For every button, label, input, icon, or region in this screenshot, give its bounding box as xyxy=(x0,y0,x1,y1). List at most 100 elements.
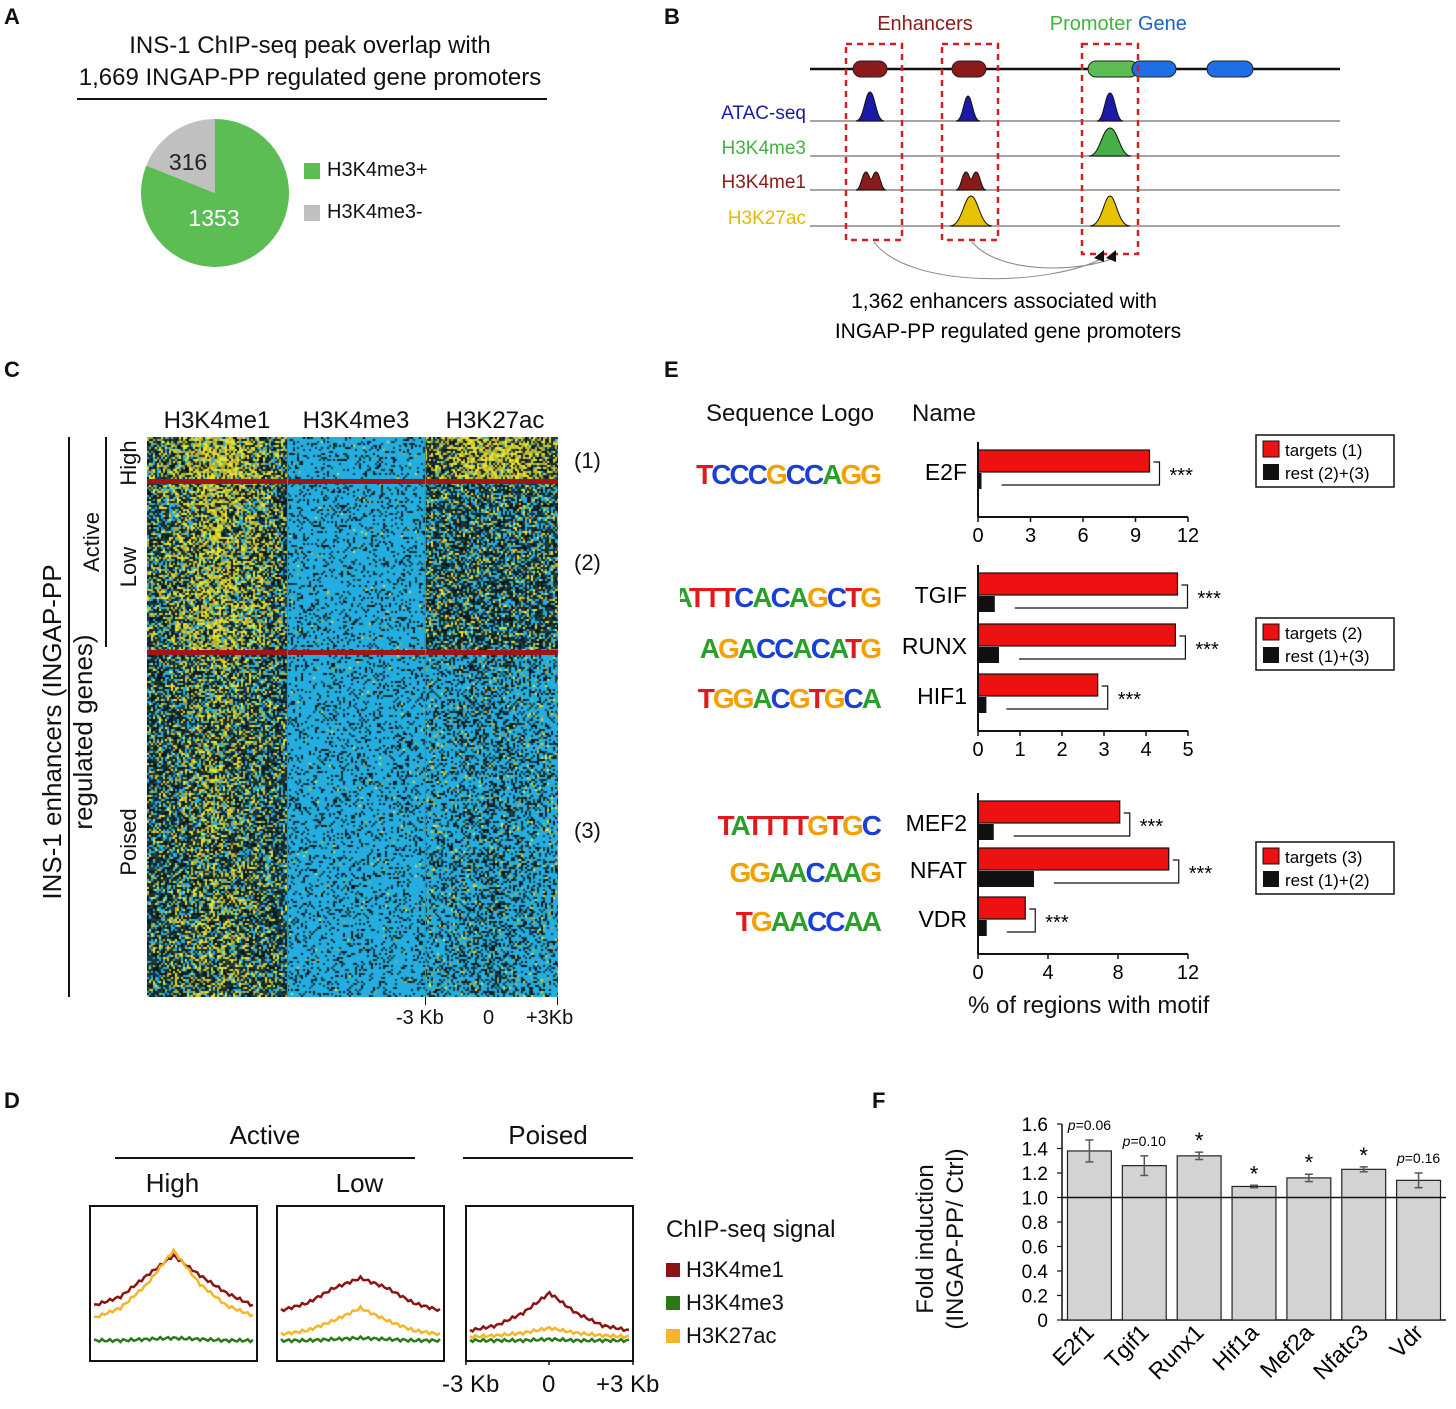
profile-box-high xyxy=(89,1205,258,1362)
fold-category-nfatc3: Nfatc3 xyxy=(1308,1319,1373,1384)
peak-atac-enh2 xyxy=(955,95,981,122)
fold-category-hif1a: Hif1a xyxy=(1207,1319,1263,1375)
motif-tick-label: 4 xyxy=(1140,739,1151,761)
peak-atac-promoter xyxy=(1096,92,1124,122)
cluster-label-1: (1) xyxy=(574,448,601,473)
motif-logo-runx: AGACCACATG xyxy=(700,633,881,664)
motif-name-e2f: E2F xyxy=(925,459,967,485)
motif-tick-label: 6 xyxy=(1077,525,1088,547)
motif-bar-targets-hif1 xyxy=(977,673,1099,697)
motif-sig-bracket-nfat xyxy=(1054,859,1180,884)
motif-legend-rest: rest (2)+(3) xyxy=(1285,464,1370,483)
motif-legend-targets: targets (3) xyxy=(1285,848,1362,867)
association-arc-2 xyxy=(971,241,1115,269)
profile-active-underline xyxy=(115,1157,415,1159)
motif-sig-bracket-runx xyxy=(1019,635,1186,660)
motif-name-runx: RUNX xyxy=(902,633,967,659)
profile-line-active-high-h3k4me3 xyxy=(93,1335,254,1344)
motif-tick-label: 0 xyxy=(972,739,983,761)
motif-seq-logo-header: Sequence Logo xyxy=(706,400,875,427)
fold-y-label-line2: (INGAP-PP/ Ctrl) xyxy=(942,1148,969,1330)
fold-y-tick-label: 0.4 xyxy=(1022,1262,1049,1283)
motif-tick-label: 4 xyxy=(1042,962,1053,984)
motif-name-mef2: MEF2 xyxy=(906,810,967,836)
panel-a-title-underline xyxy=(77,98,547,100)
motif-legend-3: targets (3) rest (1)+(2) xyxy=(1255,841,1395,895)
motif-bar-targets-runx xyxy=(977,623,1176,647)
profile-legend-h3k4me1: H3K4me1 xyxy=(686,1257,784,1282)
promoter-label: Promoter xyxy=(1050,13,1133,35)
motif-sig-bracket-hif1 xyxy=(1006,685,1109,710)
panel-label-d: D xyxy=(4,1088,20,1113)
heatmap-xtick-plus3: +3Kb xyxy=(526,1007,574,1029)
motif-tick-label: 12 xyxy=(1177,525,1199,547)
profile-active-label: Active xyxy=(229,1120,301,1150)
peak-h3k4me1-enh1 xyxy=(855,171,887,191)
motif-logo-tgif: ATTTCACAGCTG xyxy=(680,582,881,613)
motif-legend-rest: rest (1)+(2) xyxy=(1285,871,1370,890)
panel-b-caption-line1: 1,362 enhancers associated with xyxy=(851,290,1157,313)
motif-tick-label: 3 xyxy=(1025,525,1036,547)
profile-legend-h3k4me3: H3K4me3 xyxy=(686,1290,784,1315)
heatmap-tick-left xyxy=(425,997,426,1005)
motif-group-1: TCCCGCCAGG E2F *** 0 3 6 9 12 targets (1) rest (2… xyxy=(696,434,1395,547)
panel-label-c: C xyxy=(4,357,20,382)
legend-label-h3k4me3-pos: H3K4me3+ xyxy=(327,159,428,181)
heatmap-col-h3k4me3: H3K4me3 xyxy=(302,407,410,434)
profile-line-active-high-h3k4me1 xyxy=(93,1252,254,1308)
cluster-divider-1 xyxy=(147,479,558,484)
legend-swatch-h3k4me3-pos xyxy=(304,163,320,179)
fold-y-tick-label: 1.2 xyxy=(1022,1164,1048,1185)
enhancer-element-2 xyxy=(951,60,987,78)
motif-sig-vdr: *** xyxy=(1045,912,1069,934)
panel-b-caption-line2: INGAP-PP regulated gene promoters xyxy=(835,320,1181,343)
profile-xtick-0: 0 xyxy=(542,1371,556,1398)
motif-bar-rest-mef2 xyxy=(978,824,994,840)
motif-sig-hif1: *** xyxy=(1118,689,1142,711)
panel-a-pie-chart: 316 1353 xyxy=(140,119,289,267)
motif-tick-label: 8 xyxy=(1112,962,1123,984)
pie-label-h3k4me3-neg: 316 xyxy=(169,149,207,175)
panel-a-title-line1: INS-1 ChIP-seq peak overlap with xyxy=(129,32,491,59)
panel-label-a: A xyxy=(4,4,20,29)
arrowhead-2 xyxy=(1106,250,1116,262)
fold-annotation-nfatc3: * xyxy=(1359,1143,1368,1168)
motif-bar-targets-vdr xyxy=(977,896,1026,920)
motif-bar-rest-e2f xyxy=(978,473,982,489)
fold-y-tick-label: 0.2 xyxy=(1022,1287,1048,1308)
motif-tick-label: 12 xyxy=(1177,962,1199,984)
cluster-divider-2 xyxy=(147,650,558,655)
heatmap-xtick-minus3: -3 Kb xyxy=(396,1007,444,1029)
fold-y-tick-label: 0 xyxy=(1037,1311,1048,1332)
motif-name-vdr: VDR xyxy=(918,906,967,932)
motif-name-hif1: HIF1 xyxy=(917,683,967,709)
profile-legend-swatch-h3k4me3 xyxy=(666,1296,680,1310)
panel-f-barchart: 0 0.2 0.4 0.6 0.8 1.0 1.2 1.4 1.6 p=0.06 E2f1 p=0.1… xyxy=(1022,1115,1446,1385)
cluster-label-3: (3) xyxy=(574,818,601,843)
fold-annotation-tgif1: p=0.10 xyxy=(1122,1133,1166,1149)
motif-tick-label: 3 xyxy=(1098,739,1109,761)
legend-label-h3k4me3-neg: H3K4me3- xyxy=(327,201,423,223)
heatmap-xtick-0: 0 xyxy=(483,1007,495,1029)
profile-poised-underline xyxy=(463,1157,633,1159)
motif-bar-rest-hif1 xyxy=(978,697,987,713)
profile-line-active-low-h3k27ac xyxy=(280,1304,441,1337)
fold-annotation-vdr: p=0.16 xyxy=(1396,1150,1440,1166)
motif-legend-targets: targets (2) xyxy=(1285,624,1362,643)
motif-bar-targets-nfat xyxy=(977,847,1170,871)
profile-line-poised-h3k27ac xyxy=(469,1325,630,1340)
fold-bar-nfatc3 xyxy=(1341,1168,1387,1321)
motif-group-2: ATTTCACAGCTG TGIF *** AGACCACATG RUNX *** TGGA… xyxy=(680,565,1395,761)
motif-legend-2: targets (2) rest (1)+(3) xyxy=(1255,617,1395,671)
motif-logo-nfat: GGAACAAG xyxy=(729,857,881,888)
motif-name-tgif: TGIF xyxy=(915,582,967,608)
panel-a-title-line2: 1,669 INGAP-PP regulated gene promoters xyxy=(78,64,542,91)
motif-legend-swatch-targets xyxy=(1262,440,1280,458)
motif-legend-swatch-rest xyxy=(1263,464,1279,480)
motif-sig-nfat: *** xyxy=(1189,863,1213,885)
profile-legend-swatch-h3k27ac xyxy=(666,1329,680,1343)
profile-high-label: High xyxy=(145,1168,200,1198)
motif-tick-label: 2 xyxy=(1056,739,1067,761)
axis-bracket-enhancers xyxy=(68,437,70,997)
